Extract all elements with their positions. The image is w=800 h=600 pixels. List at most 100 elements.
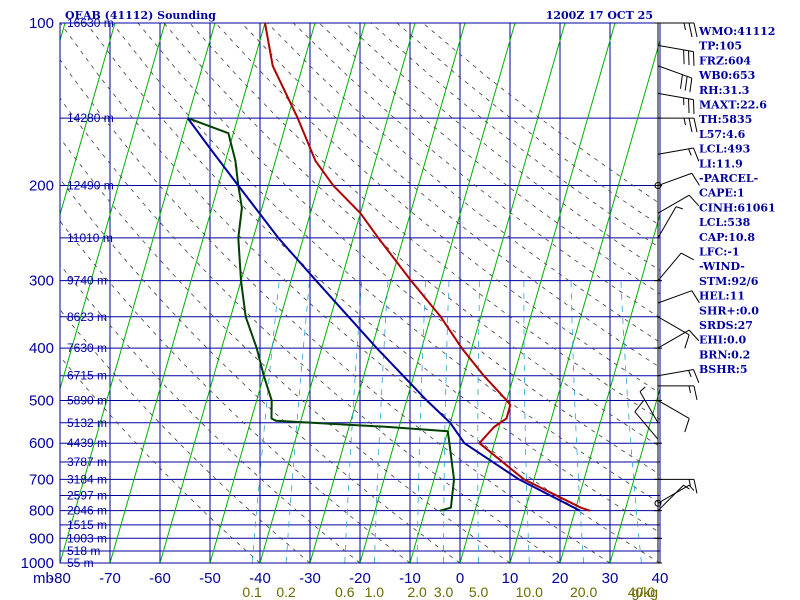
mixing-ratio-unit: g/kg — [632, 584, 658, 600]
stat-line: WMO:41112 — [698, 25, 775, 38]
temp-tick-label: -30 — [299, 570, 321, 587]
wind-barb — [658, 478, 698, 494]
pressure-label: 1000 — [21, 555, 54, 572]
stat-line: WB0:653 — [698, 69, 755, 82]
wind-barb-half — [675, 206, 683, 210]
pressure-label: 500 — [29, 392, 54, 409]
stat-line: BRN:0.2 — [699, 348, 750, 361]
mixing-ratio-label: 0.2 — [276, 584, 296, 600]
temp-tick-label: -50 — [199, 570, 221, 587]
stat-line: -PARCEL- — [699, 172, 758, 185]
stat-line: BSHR:5 — [699, 363, 748, 376]
wind-barb-flag — [693, 385, 698, 401]
temp-tick-label: -40 — [249, 570, 271, 587]
height-label: 55 m — [67, 556, 94, 570]
wind-barb-flag — [688, 194, 700, 207]
calm-wind-circle — [654, 499, 662, 507]
wind-barb — [657, 316, 690, 349]
wind-barb — [657, 44, 695, 66]
dry-adiabat — [60, 178, 461, 563]
dry-adiabat — [111, 23, 660, 504]
pressure-label: 100 — [29, 15, 54, 32]
wind-barb-half — [688, 370, 692, 378]
mixing-ratio-label: 10.0 — [516, 584, 543, 600]
isotherm — [509, 38, 660, 563]
stat-line: SRDS:27 — [699, 319, 753, 332]
height-label: 3184 m — [67, 472, 107, 486]
wind-barb-flag — [692, 147, 700, 162]
height-label: 6715 m — [67, 369, 107, 383]
pressure-label: 800 — [29, 503, 54, 520]
wind-barb-flag — [689, 78, 693, 93]
isotherm — [60, 23, 116, 217]
wind-barb — [639, 386, 659, 424]
wind-barb — [657, 194, 700, 214]
wind-barb — [657, 329, 700, 349]
mixing-ratio-label: 0.1 — [242, 584, 262, 600]
wind-barb-half — [683, 22, 686, 31]
pressure-label: 200 — [29, 178, 54, 195]
wind-barb — [658, 117, 698, 133]
stat-line: RH:31.3 — [699, 84, 749, 97]
isotherm — [109, 23, 266, 563]
temp-tick-label: 0 — [456, 570, 464, 587]
temp-tick-label: 20 — [552, 570, 569, 587]
mixing-ratio-line — [570, 280, 584, 563]
wind-barb-staff — [634, 411, 659, 440]
wind-barb — [634, 400, 659, 440]
wind-barb — [657, 484, 695, 504]
wind-barb-staff — [657, 484, 684, 512]
wind-barb-flag — [688, 329, 700, 342]
plot-frame — [59, 22, 661, 564]
isotherm — [409, 23, 566, 563]
mixing-ratio-line — [523, 280, 530, 563]
mixing-ratio-line — [443, 280, 450, 563]
calm-wind-circle — [654, 182, 662, 190]
stat-line: EHI:0.0 — [699, 334, 746, 347]
stat-line: STM:92/6 — [699, 275, 759, 288]
stat-line: FRZ:604 — [699, 54, 751, 67]
mixing-ratio-label: 3.0 — [434, 584, 454, 600]
height-label: 1003 m — [67, 531, 107, 545]
stat-line: TH:5835 — [699, 113, 752, 126]
mixing-ratio-label: 40.0 — [628, 584, 655, 600]
wind-barb-half — [688, 479, 691, 487]
height-label: 3787 m — [67, 455, 107, 469]
mixing-ratio-line — [344, 280, 363, 563]
isotherm — [209, 23, 366, 563]
mixing-ratio-label: 1.0 — [365, 584, 385, 600]
wind-barb-staff — [657, 484, 690, 504]
height-label: 5890 m — [67, 393, 107, 407]
wind-barb-flag — [684, 418, 690, 433]
pressure-label: 900 — [29, 530, 54, 547]
isotherm — [259, 23, 416, 563]
mixing-ratio-line — [477, 280, 481, 563]
dry-adiabat — [60, 97, 561, 563]
wind-barb — [657, 147, 700, 162]
stat-line: CAPE:1 — [699, 187, 745, 200]
wind-barb-flag — [688, 22, 693, 38]
wind-barb — [657, 92, 695, 114]
mixing-ratio-label: 5.0 — [469, 584, 489, 600]
dry-adiabat — [60, 263, 361, 563]
wind-barb-flag — [679, 74, 683, 89]
height-label: 16630 m — [67, 16, 114, 30]
time-label: 1200Z 17 OCT 25 — [546, 9, 653, 22]
height-label: 518 m — [67, 544, 100, 558]
stat-line: LCL:538 — [699, 216, 751, 229]
isotherm — [459, 23, 616, 563]
temp-tick-label: -60 — [149, 570, 171, 587]
wind-barb-flag — [692, 369, 700, 383]
wind-barb-staff — [657, 290, 692, 304]
wind-barb-flag — [688, 117, 693, 133]
wind-barb-flag — [691, 172, 700, 186]
wind-barb-flag — [693, 22, 698, 38]
wind-barb-staff — [657, 252, 682, 281]
wind-barb-half — [683, 117, 686, 126]
grid-layer — [60, 23, 660, 563]
wind-barb-staff — [657, 329, 690, 349]
stat-line: TP:105 — [699, 40, 742, 53]
pressure-label: 400 — [29, 340, 54, 357]
wind-barb — [657, 368, 700, 383]
